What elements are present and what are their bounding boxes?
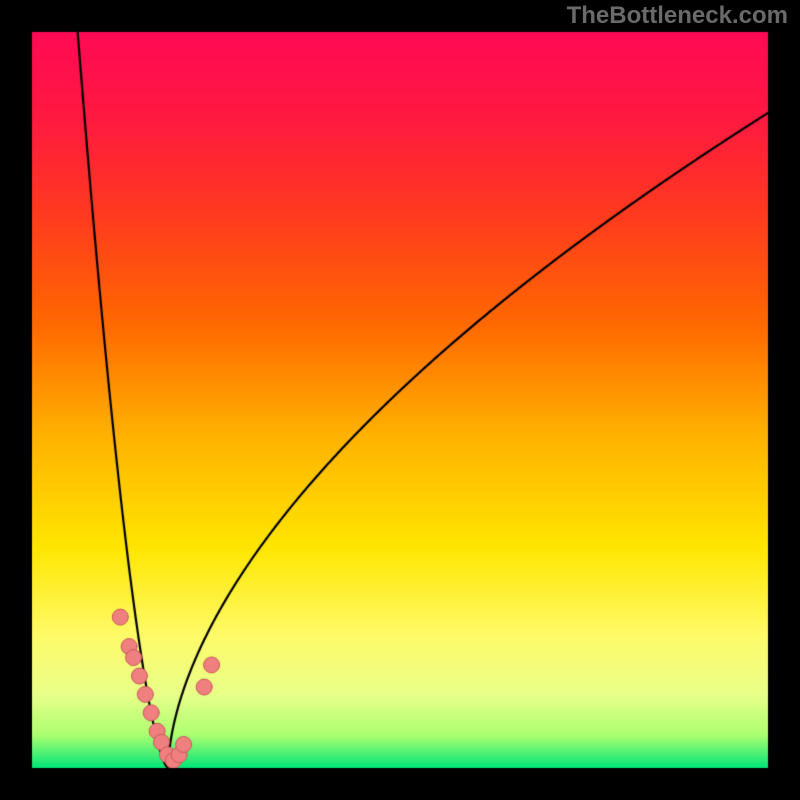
chart-container: TheBottleneck.com <box>0 0 800 800</box>
bottleneck-curve-chart <box>0 0 800 800</box>
